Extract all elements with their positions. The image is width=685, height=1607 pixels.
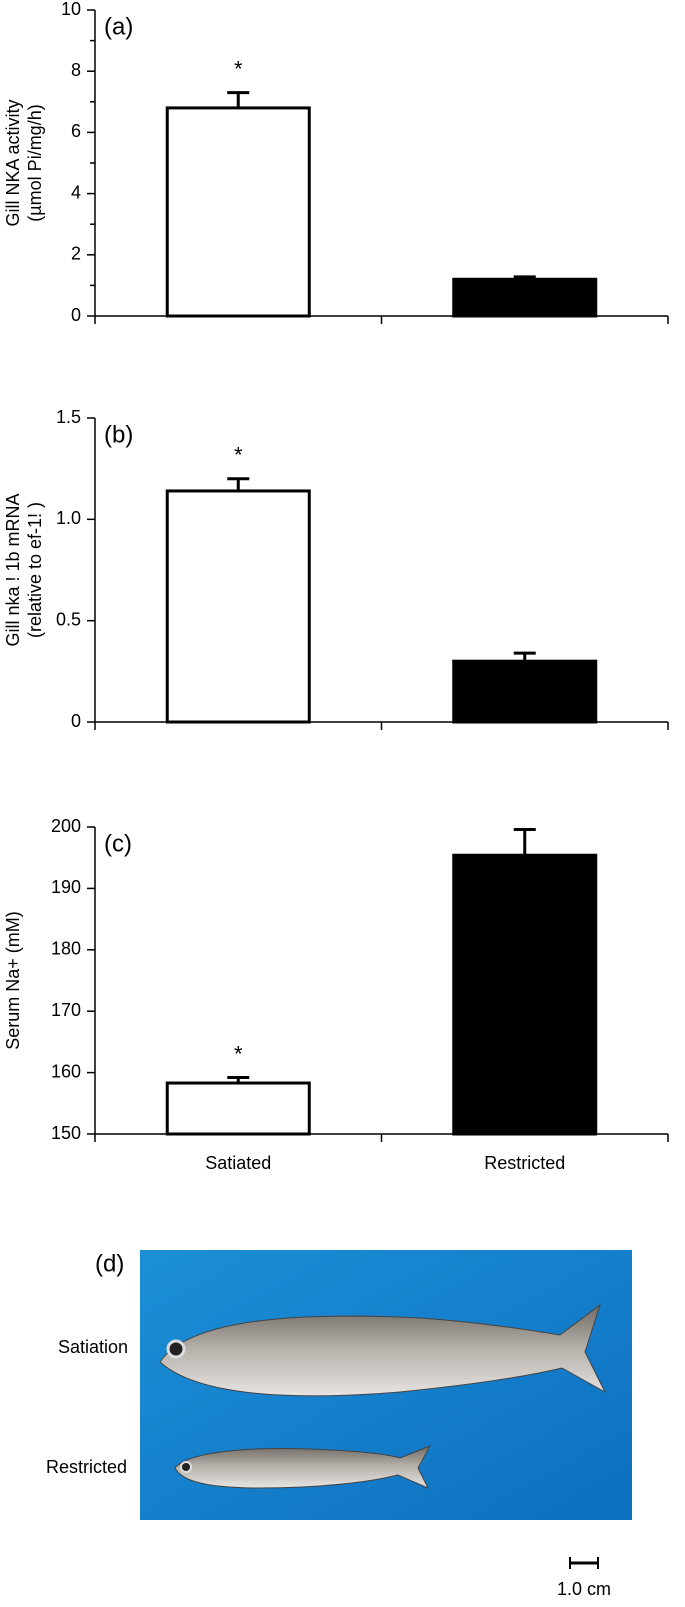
error-bar [227, 477, 250, 491]
y-axis-label: Serum Na+ (mM) [3, 911, 23, 1050]
x-tick-label: Satiated [205, 1153, 271, 1173]
y-tick-label: 1.5 [56, 407, 81, 427]
panel-label: (a) [104, 13, 133, 40]
bar [452, 853, 598, 1136]
y-tick-label: 190 [51, 877, 81, 897]
y-tick-label: 0 [71, 711, 81, 731]
y-tick-label: 4 [71, 182, 81, 202]
significance-marker: * [234, 1041, 243, 1066]
fish-eye [180, 1461, 192, 1473]
y-tick-label: 150 [51, 1123, 81, 1143]
scale-bar-label: 1.0 cm [557, 1579, 611, 1599]
y-tick-label: 2 [71, 244, 81, 264]
panel-label: (c) [104, 830, 132, 857]
x-tick-label: Restricted [484, 1153, 565, 1173]
y-tick-label: 180 [51, 939, 81, 959]
bar [165, 106, 311, 318]
y-tick-label: 10 [61, 0, 81, 19]
bar [165, 489, 311, 724]
y-tick-label: 0.5 [56, 609, 81, 629]
y-axis-label: Gill nka ! 1b mRNA [3, 493, 23, 646]
fish-restricted [174, 1445, 432, 1490]
bar [452, 659, 598, 724]
fish-satiation [159, 1303, 607, 1397]
y-axis-label: (µmol Pi/mg/h) [25, 104, 45, 221]
y-tick-label: 1.0 [56, 508, 81, 528]
y-tick-label: 0 [71, 305, 81, 325]
y-tick-label: 170 [51, 1000, 81, 1020]
error-bar [513, 827, 536, 856]
y-tick-label: 8 [71, 60, 81, 80]
panel-label: (d) [95, 1250, 124, 1277]
error-bar [227, 1076, 250, 1084]
fish-label: Restricted [46, 1457, 127, 1477]
error-bar [513, 651, 536, 662]
scale-bar [569, 1557, 599, 1569]
significance-marker: * [234, 56, 243, 81]
fish-eye [166, 1339, 186, 1359]
error-bar [227, 91, 250, 108]
y-axis-label: (relative to ef-1! ) [25, 502, 45, 638]
significance-marker: * [234, 443, 243, 468]
y-axis-label: Gill NKA activity [3, 99, 23, 226]
y-tick-label: 6 [71, 121, 81, 141]
panel-label: (b) [104, 421, 133, 448]
error-bar [513, 275, 536, 280]
bar [452, 277, 598, 318]
y-tick-label: 160 [51, 1061, 81, 1081]
fish-label: Satiation [58, 1337, 128, 1357]
bar [165, 1081, 311, 1136]
y-tick-label: 200 [51, 816, 81, 836]
